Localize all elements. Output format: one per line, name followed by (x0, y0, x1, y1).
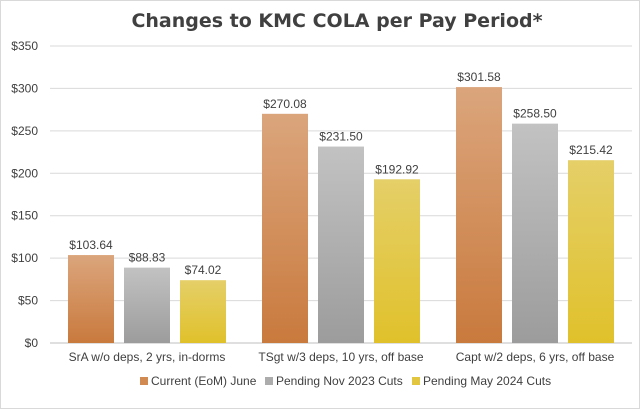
category-label: Capt w/2 deps, 6 yrs, off base (456, 350, 615, 364)
x-axis-categories: SrA w/o deps, 2 yrs, in-dorms TSgt w/3 de… (69, 350, 615, 364)
legend-item: Pending May 2024 Cuts (412, 374, 551, 388)
legend: Current (EoM) June Pending Nov 2023 Cuts P… (140, 374, 551, 388)
bar-2-1 (124, 267, 170, 343)
y-tick-label: $100 (11, 251, 38, 265)
bar-2-3 (512, 123, 558, 343)
legend-swatch (140, 377, 148, 385)
data-label: $74.02 (185, 263, 222, 277)
data-label: $215.42 (569, 143, 613, 157)
bar-3-3 (568, 160, 614, 343)
data-label: $258.50 (513, 107, 557, 121)
y-tick-label: $200 (11, 166, 38, 180)
bars (68, 87, 614, 343)
data-label: $231.50 (319, 130, 363, 144)
bar-1-3 (456, 87, 502, 343)
data-labels: $103.64 $88.83 $74.02 $270.08 $231.50 $192.92… (69, 70, 613, 277)
bar-3-2 (374, 179, 420, 343)
y-tick-label: $150 (11, 209, 38, 223)
legend-label: Pending May 2024 Cuts (423, 374, 551, 388)
y-tick-label: $50 (18, 294, 38, 308)
legend-swatch (265, 377, 273, 385)
y-tick-label: $300 (11, 81, 38, 95)
y-tick-label: $0 (25, 336, 39, 350)
bar-2-2 (318, 146, 364, 343)
data-label: $88.83 (129, 251, 166, 265)
legend-label: Current (EoM) June (151, 374, 257, 388)
data-label: $301.58 (457, 70, 501, 84)
bar-1-1 (68, 255, 114, 343)
legend-item: Current (EoM) June (140, 374, 257, 388)
bar-3-1 (180, 280, 226, 343)
data-label: $103.64 (69, 238, 113, 252)
data-label: $270.08 (263, 97, 307, 111)
y-axis-ticks: $0 $50 $100 $150 $200 $250 $300 $350 (11, 39, 38, 350)
legend-item: Pending Nov 2023 Cuts (265, 374, 403, 388)
y-tick-label: $350 (11, 39, 38, 53)
category-label: SrA w/o deps, 2 yrs, in-dorms (69, 350, 226, 364)
y-tick-label: $250 (11, 124, 38, 138)
chart-title: Changes to KMC COLA per Pay Period* (131, 10, 542, 32)
category-label: TSgt w/3 deps, 10 yrs, off base (258, 350, 424, 364)
bar-1-2 (262, 113, 308, 343)
legend-swatch (412, 377, 420, 385)
legend-label: Pending Nov 2023 Cuts (276, 374, 403, 388)
data-label: $192.92 (375, 162, 419, 176)
